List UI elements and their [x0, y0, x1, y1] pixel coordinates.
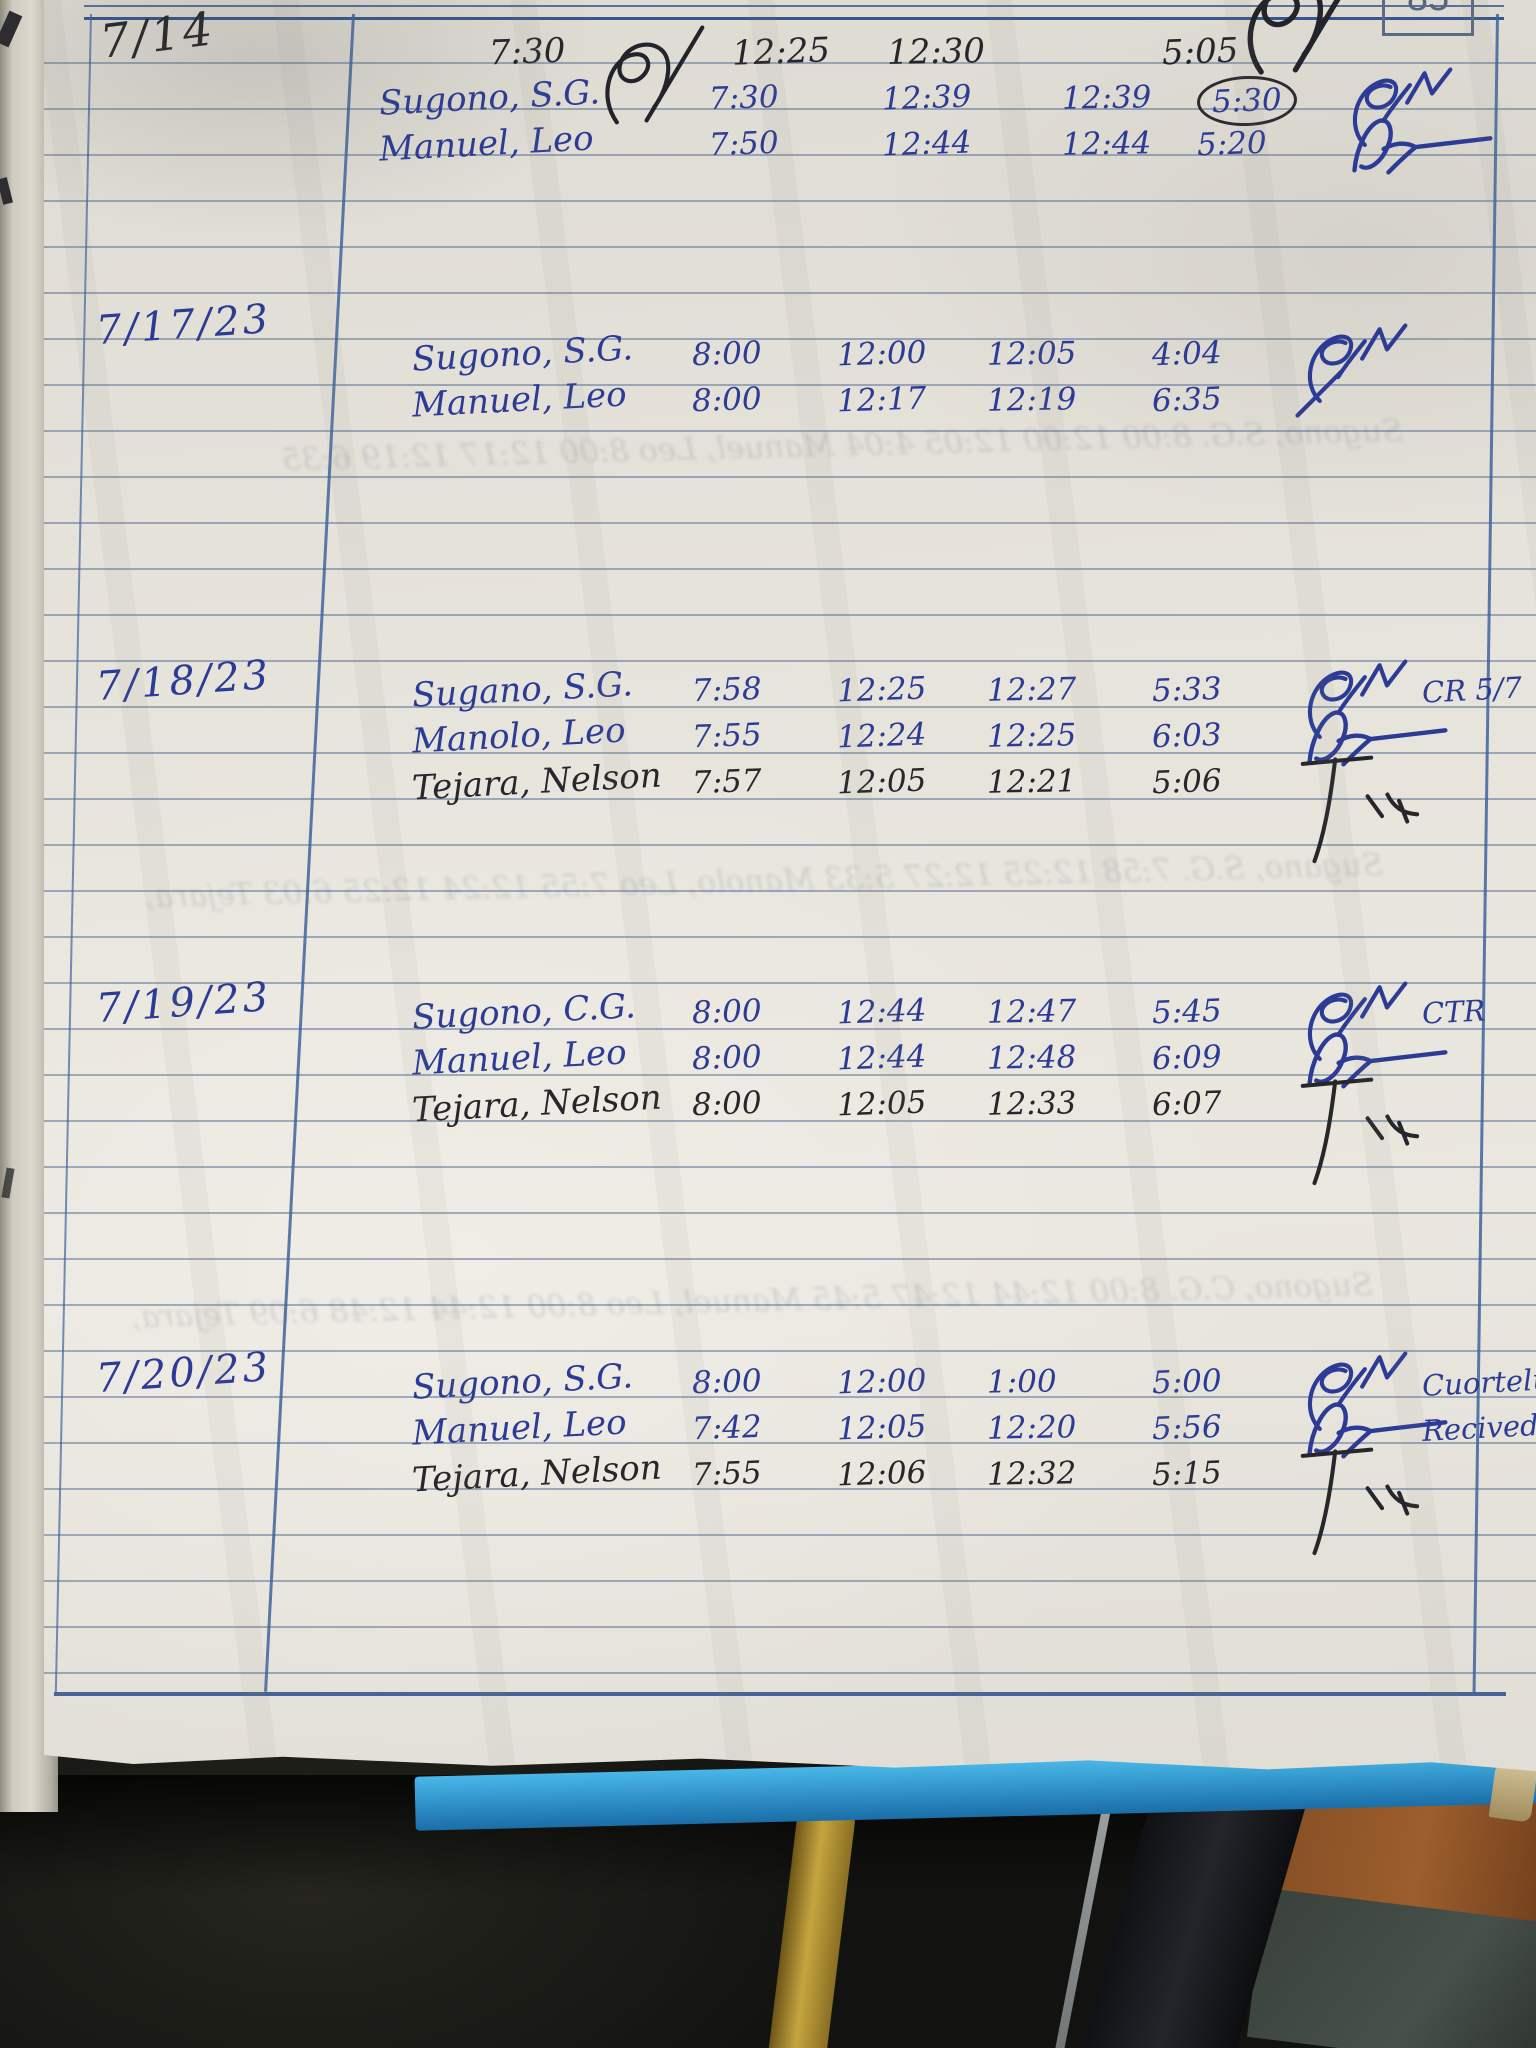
time-in: 7:50: [708, 124, 780, 164]
employee-name: Manuel, Leo: [378, 118, 595, 170]
time-out: 5:45: [1151, 992, 1223, 1032]
time-in: 7:30: [488, 30, 567, 74]
log-row: Tejara, Nelson 7:57 12:05 12:21 5:06: [44, 755, 1536, 806]
log-row: Sugono, S.G. 7:30 12:39 12:39 5:30: [44, 76, 1536, 122]
time-in: 8:00: [691, 334, 763, 374]
time-in: 8:00: [691, 1084, 763, 1124]
time-in: 7:57: [691, 762, 763, 802]
lunch-out-time: 12:44: [836, 992, 927, 1032]
table-top-border-heavy: [84, 17, 1504, 20]
time-in: 8:00: [691, 992, 763, 1032]
page-number-box: 85: [1382, 0, 1474, 36]
initials-icon: [1292, 1440, 1427, 1577]
time-out: 4:04: [1151, 334, 1223, 374]
lunch-out-time: 12:44: [836, 1038, 927, 1078]
lunch-out-time: 12:05: [836, 762, 927, 802]
time-out: 5:56: [1151, 1408, 1223, 1448]
time-in: 7:58: [691, 670, 763, 710]
employee-name: Manuel, Leo: [411, 1402, 628, 1454]
lunch-out-time: 12:25: [836, 670, 927, 710]
signature-icon: [1337, 110, 1502, 205]
employee-name: Tejara, Nelson: [411, 1077, 663, 1131]
time-out: 5:30: [1196, 74, 1298, 128]
employee-name: Manuel, Leo: [411, 1032, 628, 1084]
ruled-lines: [44, 18, 1536, 1694]
lunch-out-time: 12:05: [836, 1084, 927, 1124]
lunch-in-time: 12:39: [1061, 79, 1152, 117]
time-in: 8:00: [691, 1038, 763, 1078]
ink-mark: [0, 10, 23, 48]
page-curl: [1488, 1765, 1536, 1823]
time-in: 7:55: [691, 716, 763, 756]
time-in: 7:42: [691, 1408, 763, 1448]
lunch-in-time: 12:05: [986, 335, 1077, 373]
lunch-in-time: 12:27: [986, 671, 1077, 709]
lunch-in-time: 12:47: [986, 993, 1077, 1031]
time-out: 5:05: [1161, 30, 1240, 74]
lunch-in-time: 12:33: [986, 1085, 1077, 1123]
lunch-in-time: 12:20: [986, 1409, 1077, 1447]
page-number: 85: [1407, 0, 1449, 20]
lunch-out-time: 12:39: [881, 78, 972, 118]
log-row: Tejara, Nelson 8:00 12:05 12:33 6:07: [44, 1077, 1536, 1128]
employee-name: Manolo, Leo: [411, 710, 627, 762]
time-out: 5:15: [1151, 1454, 1223, 1494]
lunch-in-time: 12:48: [986, 1039, 1077, 1077]
initials-icon: [1292, 1070, 1427, 1207]
time-out: 5:33: [1151, 670, 1223, 710]
ink-mark: [0, 177, 13, 205]
lunch-out-time: 12:24: [836, 716, 927, 756]
time-in: 8:00: [691, 380, 763, 420]
lunch-out-time: 12:06: [836, 1454, 927, 1494]
log-row: Tejara, Nelson 7:55 12:06 12:32 5:15: [44, 1447, 1536, 1498]
lunch-in-time: 12:21: [986, 763, 1077, 801]
time-out: 5:20: [1196, 124, 1268, 164]
lunch-out-time: 12:44: [881, 124, 972, 164]
table-bottom-border: [54, 1692, 1506, 1696]
employee-name: Manuel, Leo: [411, 374, 628, 426]
table-top-border: [84, 5, 1504, 7]
lunch-in-time: 12:30: [886, 31, 986, 73]
lunch-out-time: 12:00: [836, 334, 927, 374]
time-out: 6:09: [1151, 1038, 1223, 1078]
time-out: 6:03: [1151, 716, 1223, 756]
lunch-in-time: 12:25: [986, 717, 1077, 755]
lunch-in-time: 12:32: [986, 1455, 1077, 1493]
lunch-out-time: 12:05: [836, 1408, 927, 1448]
employee-name: Tejara, Nelson: [411, 1447, 663, 1501]
time-in: 7:30: [708, 78, 780, 118]
ink-mark: [1, 1167, 15, 1199]
log-row: 7:30 12:25 12:30 5:05: [44, 30, 1536, 76]
lunch-out-time: 12:25: [731, 30, 831, 74]
time-out: 5:06: [1151, 762, 1223, 802]
lunch-in-time: 12:44: [1061, 125, 1152, 163]
time-out: 6:07: [1151, 1084, 1223, 1124]
verification-note: Recived: [1421, 1407, 1536, 1449]
employee-name: Tejara, Nelson: [411, 755, 663, 809]
log-row: Manuel, Leo 7:50 12:44 12:44 5:20: [44, 122, 1536, 168]
time-in: 7:55: [691, 1454, 763, 1494]
